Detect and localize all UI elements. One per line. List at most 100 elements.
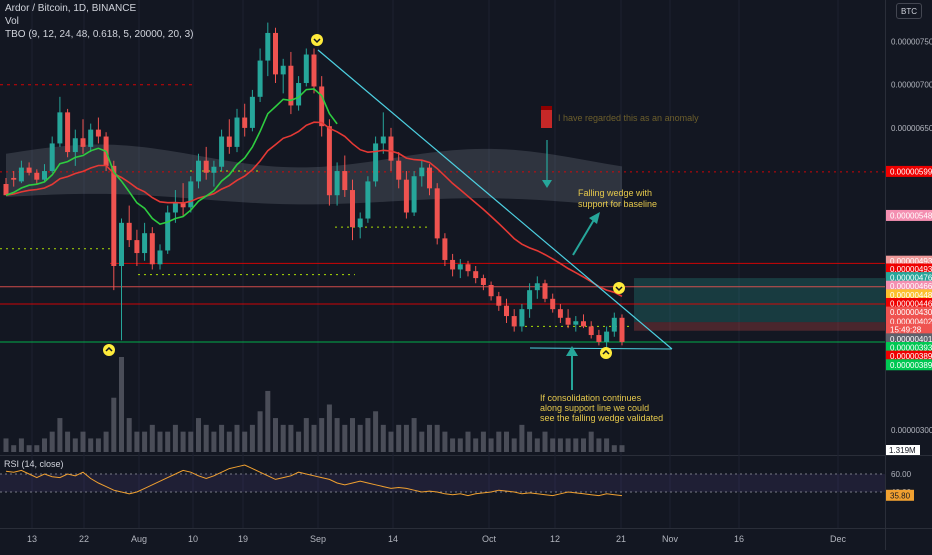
volume-bar — [126, 418, 132, 452]
volume-bar — [311, 424, 317, 452]
candle-body — [188, 181, 194, 208]
time-tick-label: Oct — [482, 534, 497, 544]
candle-body — [26, 167, 32, 173]
candle-body — [604, 331, 610, 342]
volume-bar — [342, 424, 348, 452]
signal-marker — [311, 34, 323, 46]
candle-body — [88, 129, 94, 147]
symbol-title: Ardor / Bitcoin, 1D, BINANCE — [5, 3, 137, 14]
volume-bar — [234, 424, 240, 452]
volume-bar — [350, 418, 355, 452]
wedge-note: support for baseline — [578, 199, 657, 209]
volume-bar — [257, 411, 263, 452]
anomaly-arrowhead — [542, 180, 552, 188]
volume-bar — [3, 438, 9, 452]
volume-bar — [588, 431, 594, 452]
volume-bar — [188, 431, 194, 452]
signal-chevron — [105, 346, 113, 352]
candle-body — [365, 181, 371, 219]
signal-marker — [613, 282, 625, 294]
volume-legend: Vol — [5, 16, 19, 27]
price-tick-label: 0.00000700 — [891, 81, 932, 90]
candle-body — [242, 117, 248, 128]
volume-bar — [334, 418, 340, 452]
volume-bar — [249, 424, 255, 452]
candle-body — [234, 117, 240, 147]
ema-fast-line — [5, 88, 338, 225]
price-label-box — [886, 316, 932, 328]
price-label-text: 15:49:28 — [890, 325, 922, 334]
volume-bar — [411, 418, 417, 452]
candle-body — [519, 309, 525, 327]
candle-body — [334, 171, 340, 196]
volume-bar — [196, 418, 201, 452]
candle-body — [126, 222, 132, 241]
price-label-text: 0.00000401 — [890, 335, 932, 344]
candle-body — [419, 167, 425, 177]
currency-button[interactable]: BTC — [896, 3, 922, 19]
price-tick-label: 0.00000650 — [891, 124, 932, 133]
volume-bar — [211, 431, 217, 452]
candle-body — [57, 112, 63, 144]
price-label-box — [886, 255, 932, 267]
volume-bar — [557, 438, 563, 452]
volume-bar — [149, 424, 155, 452]
rsi-legend: RSI (14, close) — [4, 459, 64, 469]
volume-bar — [226, 431, 232, 452]
consolidation-note: along support line we could — [540, 403, 649, 413]
candle-body — [249, 96, 255, 128]
volume-bar — [57, 418, 63, 452]
candle-body — [557, 309, 563, 318]
candle-body — [257, 60, 263, 97]
price-pane — [0, 0, 885, 455]
price-label-text: 0.00000476 — [890, 274, 932, 283]
signal-marker — [103, 344, 115, 356]
signal-chevron — [602, 349, 610, 355]
candle-body — [172, 202, 178, 213]
volume-bar — [565, 438, 571, 452]
wedge-lower-trendline — [529, 347, 673, 350]
volume-bar — [142, 431, 148, 452]
volume-label-text: 1.319M — [889, 446, 916, 455]
volume-bar — [450, 438, 456, 452]
anomaly-flag-icon — [541, 106, 552, 128]
volume-bar — [111, 397, 117, 452]
volume-bar — [496, 431, 502, 452]
candle-body — [280, 65, 286, 75]
signal-chevron — [615, 286, 623, 292]
candle-body — [219, 136, 225, 167]
volume-bar — [273, 418, 278, 452]
candle-body — [573, 321, 579, 325]
volume-bar — [419, 431, 425, 452]
candle-body — [42, 171, 47, 180]
candle-body — [326, 126, 332, 196]
candle-body — [504, 305, 509, 317]
candle-body — [496, 296, 502, 306]
rsi-band — [0, 474, 885, 492]
volume-bar — [103, 431, 109, 452]
volume-bar — [581, 438, 586, 452]
candle-body — [80, 138, 86, 147]
candle-body — [273, 32, 278, 75]
volume-bar — [365, 418, 371, 452]
price-tick-label: 0.00000750 — [891, 38, 932, 47]
volume-bar — [219, 424, 225, 452]
candle-body — [203, 160, 209, 173]
volume-bar — [619, 445, 625, 452]
price-label-text: 0.00000446 — [890, 299, 932, 308]
volume-bar — [119, 357, 124, 452]
price-label-box — [886, 209, 932, 221]
candle-body — [296, 83, 302, 106]
candle-body — [380, 136, 386, 144]
price-label-box — [886, 333, 932, 345]
candle-body — [357, 218, 363, 228]
wedge-note: Falling wedge with — [578, 188, 652, 198]
volume-bar — [511, 438, 517, 452]
price-label-box — [886, 289, 932, 301]
price-label-text: 0.00000548 — [890, 211, 932, 220]
candle-body — [149, 233, 155, 265]
candle-body — [49, 143, 55, 172]
candle-body — [611, 317, 617, 332]
